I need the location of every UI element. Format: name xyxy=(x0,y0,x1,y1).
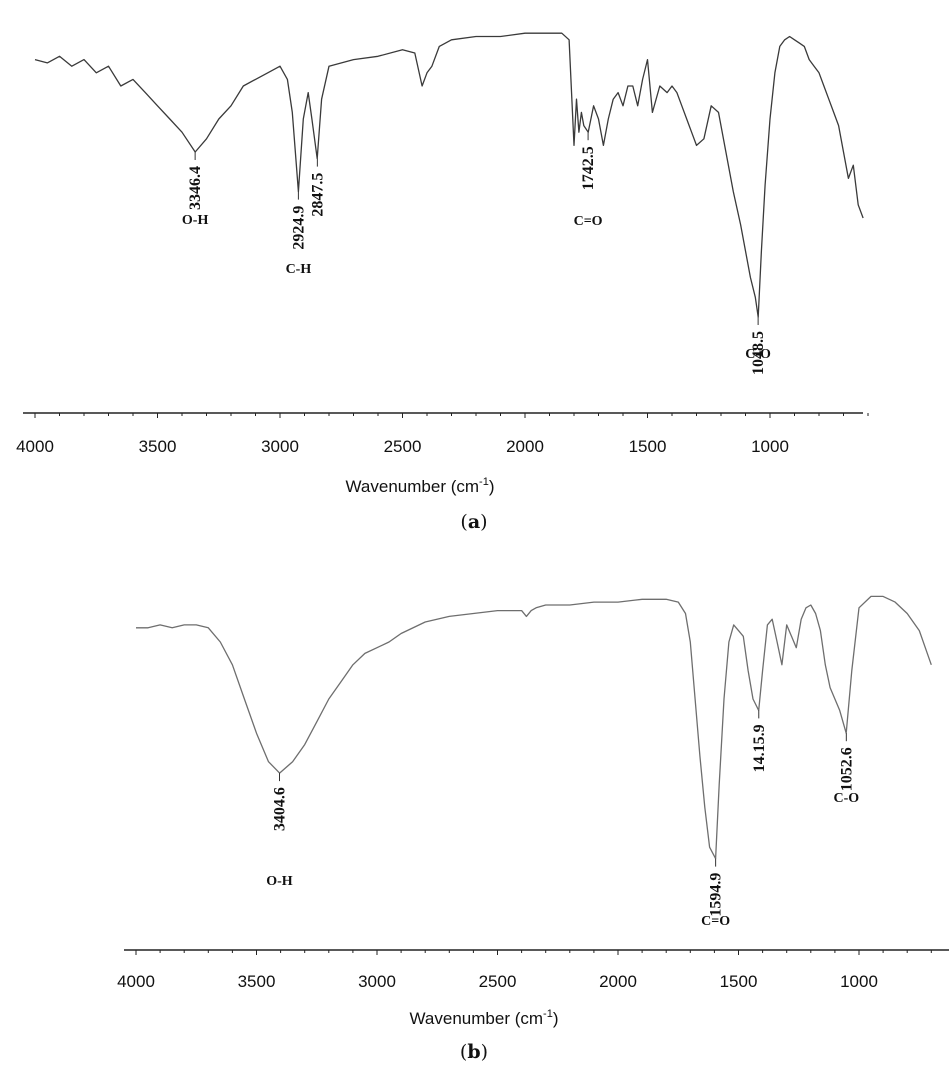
x-axis-title: Wavenumber (cm-1) xyxy=(410,1008,559,1028)
peak-value-label: 2847.5 xyxy=(309,173,326,217)
peak-value-label: 1052.6 xyxy=(838,747,855,791)
x-tick-label: 2000 xyxy=(506,437,544,456)
x-tick-label: 3500 xyxy=(238,972,276,991)
x-tick-label: 3000 xyxy=(261,437,299,456)
x-tick-label: 2500 xyxy=(479,972,517,991)
functional-group-label: C-O xyxy=(833,791,859,806)
functional-group-label: C-H xyxy=(286,262,312,277)
x-axis-title: Wavenumber (cm-1) xyxy=(346,476,495,496)
panel-a: 4000 3500 3000 2500 2000 1500 1000 Wavenumber (… xyxy=(16,32,869,533)
x-tick-label: 1000 xyxy=(840,972,878,991)
x-tick-label: 2500 xyxy=(384,437,422,456)
peak-value-label: 3346.4 xyxy=(187,166,204,210)
x-tick-label: 3500 xyxy=(139,437,177,456)
x-tick-label: 4000 xyxy=(16,437,54,456)
peak-value-label: 1048.5 xyxy=(750,331,767,375)
x-tick-label: 1000 xyxy=(751,437,789,456)
functional-group-label: O-H xyxy=(182,213,209,228)
panel-b: 4000 3500 3000 2500 2000 1500 1000 Wavenumber (… xyxy=(117,595,949,1063)
x-tick-label: 2000 xyxy=(599,972,637,991)
spectrum-line-b xyxy=(136,595,932,860)
peak-value-label: 1742.5 xyxy=(580,146,597,190)
spectrum-line-a xyxy=(34,32,864,318)
panel-label: (a) xyxy=(460,511,487,533)
x-tick-label: 4000 xyxy=(117,972,155,991)
peak-value-label: 2924.9 xyxy=(290,206,307,250)
functional-group-label: C=O xyxy=(701,914,730,929)
x-tick-label: 1500 xyxy=(629,437,667,456)
peak-value-label: 3404.6 xyxy=(271,787,288,831)
functional-group-label: O-H xyxy=(266,874,293,889)
functional-group-label: C=O xyxy=(574,214,603,229)
panel-label: (b) xyxy=(460,1041,488,1063)
peak-value-label: 14.15.9 xyxy=(751,724,768,772)
x-tick-label: 3000 xyxy=(358,972,396,991)
functional-group-label: C-O xyxy=(745,347,771,362)
x-tick-label: 1500 xyxy=(720,972,758,991)
peak-value-label: 1594.9 xyxy=(708,873,725,917)
